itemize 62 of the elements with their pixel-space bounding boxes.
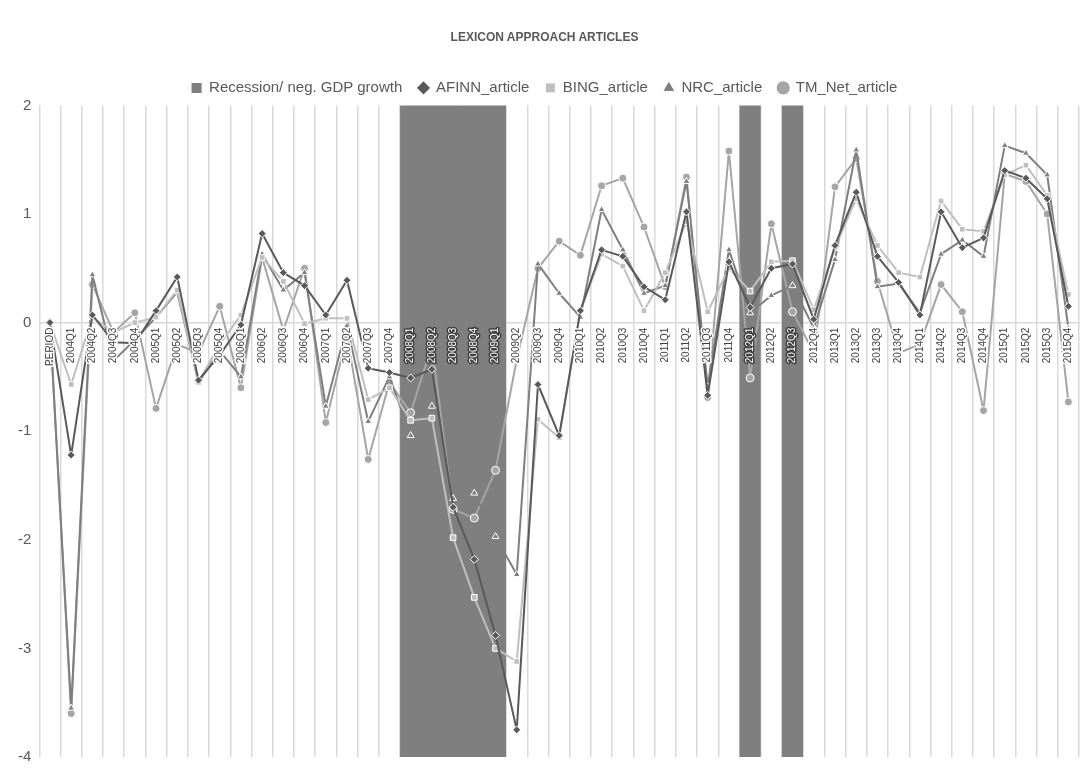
x-tick-label: 2012Q4 <box>807 327 819 364</box>
x-tick-label: 2010Q4 <box>637 327 649 364</box>
x-tick-label: 2011Q2 <box>680 327 692 363</box>
x-tick-label: 2006Q1 <box>234 327 246 364</box>
y-tick-label: -1 <box>17 421 32 439</box>
x-tick-label: PERIOD <box>43 327 55 366</box>
x-tick-label: 2007Q1 <box>319 327 331 364</box>
x-tick-label: 2015Q4 <box>1062 327 1074 364</box>
x-tick-label: 2009Q3 <box>531 327 543 364</box>
x-tick-label: 2006Q2 <box>255 327 267 364</box>
chart-title: LEXICON APPROACH ARTICLES <box>450 29 639 44</box>
y-tick-label: -3 <box>17 638 32 656</box>
x-tick-label: 2008Q2 <box>425 327 437 364</box>
x-tick-label: 2004Q1 <box>64 327 76 364</box>
legend-label: TM_Net_article <box>795 78 898 96</box>
x-tick-label: 2005Q1 <box>149 327 161 364</box>
x-tick-label: 2013Q1 <box>828 327 840 364</box>
legend-label: NRC_article <box>681 78 763 96</box>
x-tick-label: 2006Q4 <box>298 327 310 364</box>
x-tick-label: 2004Q4 <box>128 327 140 364</box>
x-tick-label: 2014Q2 <box>934 327 946 364</box>
legend-label: Recession/ neg. GDP growth <box>209 78 403 96</box>
x-tick-label: 2007Q4 <box>383 327 395 364</box>
x-tick-label: 2011Q1 <box>659 327 671 363</box>
x-tick-label: 2005Q2 <box>171 327 182 364</box>
x-tick-label: 2010Q3 <box>616 327 628 364</box>
x-tick-label: 2007Q2 <box>340 327 352 364</box>
x-tick-label: 2013Q3 <box>871 327 883 364</box>
x-tick-label: 2011Q3 <box>701 327 713 363</box>
x-tick-label: 2014Q4 <box>977 327 989 364</box>
x-tick-label: 2014Q3 <box>956 327 968 364</box>
x-tick-label: 2008Q4 <box>468 327 480 364</box>
x-tick-label: 2010Q1 <box>574 327 586 364</box>
y-tick-label: -4 <box>17 747 32 765</box>
y-tick-label: 0 <box>22 312 32 330</box>
x-tick-label: 2006Q3 <box>277 327 289 364</box>
x-tick-label: 2009Q2 <box>510 327 522 364</box>
x-tick-label: 2014Q1 <box>913 327 925 364</box>
x-tick-label: 2012Q3 <box>786 327 798 364</box>
x-tick-label: 2015Q3 <box>1040 327 1052 364</box>
x-tick-label: 2005Q4 <box>213 327 225 364</box>
y-tick-label: -2 <box>17 529 32 547</box>
x-tick-label: 2008Q3 <box>446 327 458 364</box>
legend-label: AFINN_article <box>436 78 530 96</box>
x-tick-label: 2005Q3 <box>192 327 204 364</box>
x-tick-label: 2013Q2 <box>849 327 861 364</box>
x-tick-label: 2010Q2 <box>595 327 607 364</box>
x-tick-label: 2009Q1 <box>489 327 501 364</box>
x-tick-label: 2004Q2 <box>86 327 98 364</box>
x-tick-label: 2008Q1 <box>404 327 416 364</box>
x-tick-label: 2011Q4 <box>722 327 734 363</box>
x-tick-label: 2015Q1 <box>998 327 1010 364</box>
x-tick-label: 2012Q1 <box>743 327 755 364</box>
x-tick-label: 2012Q2 <box>765 327 777 364</box>
y-tick-label: 2 <box>22 95 32 113</box>
legend-label: BING_article <box>562 78 648 96</box>
x-tick-label: 2007Q3 <box>361 327 373 364</box>
x-tick-label: 2004Q3 <box>107 327 119 364</box>
x-tick-label: 2009Q4 <box>552 327 564 364</box>
x-tick-label: 2013Q4 <box>892 327 904 364</box>
x-tick-label: 2015Q2 <box>1019 327 1031 364</box>
y-tick-label: 1 <box>22 204 32 222</box>
